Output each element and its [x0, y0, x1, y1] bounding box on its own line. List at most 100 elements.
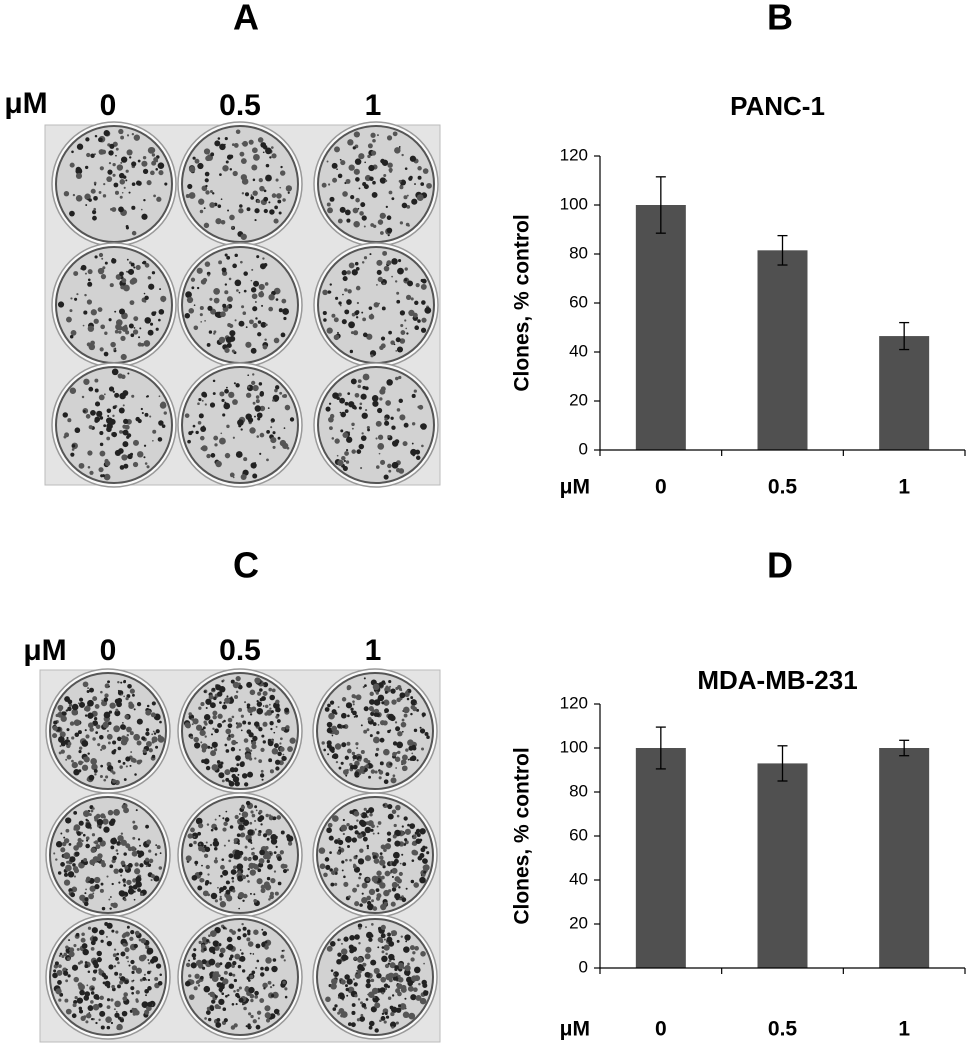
colony: [426, 183, 432, 189]
colony: [250, 1026, 252, 1028]
colony: [222, 267, 227, 272]
colony: [83, 1015, 86, 1018]
colony: [152, 755, 155, 758]
colony: [139, 845, 141, 847]
colony: [219, 144, 225, 150]
colony: [235, 815, 239, 819]
colony: [131, 263, 135, 267]
colony: [120, 1018, 124, 1022]
colony: [141, 343, 145, 347]
colony: [277, 719, 281, 723]
colony: [200, 426, 206, 432]
colony: [212, 894, 216, 898]
colony: [105, 461, 110, 466]
colony: [112, 432, 117, 437]
colony: [361, 312, 363, 314]
colony: [232, 961, 236, 965]
colony: [284, 959, 286, 961]
colony: [58, 871, 61, 874]
colony: [376, 731, 379, 734]
colony: [345, 402, 349, 406]
colony: [94, 419, 98, 423]
colony: [399, 399, 403, 403]
colony: [358, 759, 361, 762]
colony: [66, 317, 72, 323]
y-axis-label: Clones, % control: [511, 747, 534, 924]
colony: [219, 173, 222, 176]
colony: [275, 715, 278, 718]
colony: [355, 310, 359, 314]
colony: [219, 686, 225, 692]
colony: [91, 1018, 93, 1020]
colony: [370, 692, 374, 696]
colony: [338, 706, 340, 708]
colony: [65, 829, 69, 833]
colony: [79, 895, 85, 901]
colony: [113, 837, 116, 840]
colony: [141, 161, 147, 167]
colony: [259, 998, 264, 1003]
colony: [357, 957, 363, 963]
colony: [382, 251, 387, 256]
colony: [382, 160, 388, 166]
colony: [371, 769, 375, 773]
colony: [384, 421, 389, 426]
colony: [319, 847, 326, 854]
colony: [143, 749, 147, 753]
colony: [206, 1010, 211, 1015]
colony: [229, 155, 233, 159]
colony: [125, 843, 130, 848]
colony: [371, 824, 375, 828]
colony: [250, 810, 253, 813]
colony: [124, 898, 127, 901]
colony: [408, 759, 410, 761]
colony: [130, 300, 135, 305]
colony: [145, 825, 149, 829]
colony: [407, 280, 413, 286]
colony: [194, 861, 198, 865]
colony: [341, 456, 345, 460]
colony: [411, 850, 417, 856]
colony: [380, 213, 386, 219]
colony: [122, 722, 124, 724]
colony: [213, 951, 216, 954]
colony: [412, 443, 414, 445]
colony: [351, 449, 355, 453]
colony: [250, 750, 252, 752]
colony: [67, 957, 70, 960]
colony: [385, 1012, 388, 1015]
colony: [268, 739, 271, 742]
colony: [351, 423, 354, 426]
colony: [113, 809, 120, 816]
colony: [225, 811, 227, 813]
colony: [378, 821, 382, 825]
colony: [197, 886, 202, 891]
colony: [252, 147, 258, 153]
colony: [114, 393, 119, 398]
colony: [132, 133, 134, 135]
colony: [97, 951, 102, 956]
colony: [359, 903, 363, 907]
colony: [270, 892, 274, 896]
colony: [243, 457, 247, 461]
colony: [244, 782, 248, 786]
colony: [327, 207, 333, 213]
colony: [100, 691, 103, 694]
colony: [213, 392, 216, 395]
colony: [71, 760, 74, 763]
colony: [235, 755, 241, 761]
colony: [158, 437, 163, 442]
colony: [241, 715, 244, 718]
colony: [208, 720, 213, 725]
colony: [345, 775, 347, 777]
colony: [353, 765, 358, 770]
colony: [92, 696, 97, 701]
colony: [148, 962, 150, 964]
colony: [96, 724, 101, 729]
colony: [225, 778, 229, 782]
colony: [355, 715, 358, 718]
colony: [155, 854, 157, 856]
colony: [377, 832, 379, 834]
colony: [407, 974, 409, 976]
colony: [367, 155, 370, 158]
